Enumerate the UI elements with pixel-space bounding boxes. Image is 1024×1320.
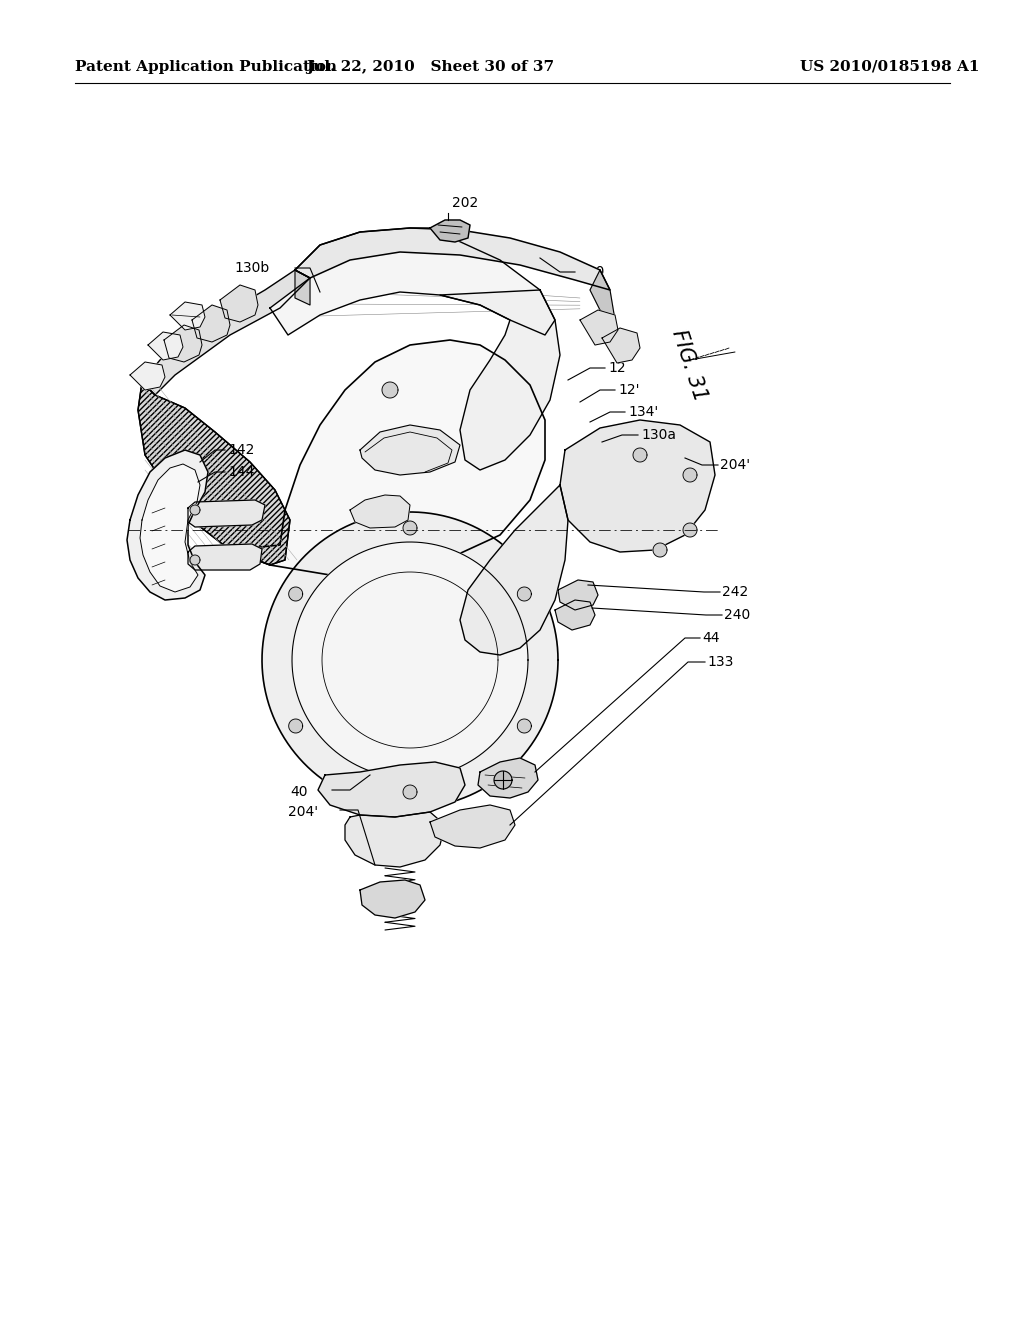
Polygon shape bbox=[494, 771, 512, 789]
Polygon shape bbox=[164, 325, 202, 362]
Polygon shape bbox=[653, 543, 667, 557]
Polygon shape bbox=[460, 484, 568, 655]
Text: 202: 202 bbox=[452, 195, 478, 210]
Polygon shape bbox=[142, 271, 310, 395]
Polygon shape bbox=[130, 362, 165, 389]
Text: 12': 12' bbox=[618, 383, 640, 397]
Polygon shape bbox=[517, 587, 531, 601]
Polygon shape bbox=[289, 587, 303, 601]
Text: 130b: 130b bbox=[234, 261, 270, 275]
Text: 240: 240 bbox=[724, 609, 751, 622]
Text: 40: 40 bbox=[291, 785, 308, 799]
Polygon shape bbox=[360, 425, 460, 475]
Polygon shape bbox=[517, 719, 531, 733]
Text: 204': 204' bbox=[288, 805, 318, 818]
Text: 204': 204' bbox=[720, 458, 751, 473]
Text: 133: 133 bbox=[707, 655, 733, 669]
Polygon shape bbox=[188, 544, 262, 570]
Polygon shape bbox=[292, 543, 528, 777]
Polygon shape bbox=[148, 333, 183, 360]
Polygon shape bbox=[138, 381, 290, 565]
Polygon shape bbox=[382, 381, 398, 399]
Text: 12: 12 bbox=[608, 360, 626, 375]
Text: 142: 142 bbox=[228, 444, 254, 457]
Polygon shape bbox=[193, 305, 230, 342]
Polygon shape bbox=[190, 554, 200, 565]
Polygon shape bbox=[580, 310, 618, 345]
Polygon shape bbox=[188, 500, 265, 527]
Text: FIG. 31: FIG. 31 bbox=[668, 327, 710, 404]
Polygon shape bbox=[633, 447, 647, 462]
Text: 130: 130 bbox=[578, 265, 604, 279]
Polygon shape bbox=[230, 341, 545, 576]
Text: US 2010/0185198 A1: US 2010/0185198 A1 bbox=[800, 59, 980, 74]
Text: Jul. 22, 2010   Sheet 30 of 37: Jul. 22, 2010 Sheet 30 of 37 bbox=[306, 59, 554, 74]
Polygon shape bbox=[289, 719, 303, 733]
Polygon shape bbox=[295, 228, 610, 290]
Polygon shape bbox=[430, 220, 470, 242]
Polygon shape bbox=[440, 290, 560, 470]
Polygon shape bbox=[560, 420, 715, 552]
Polygon shape bbox=[590, 271, 615, 319]
Text: 144: 144 bbox=[228, 465, 254, 479]
Text: Patent Application Publication: Patent Application Publication bbox=[75, 59, 337, 74]
Polygon shape bbox=[190, 506, 200, 515]
Polygon shape bbox=[403, 785, 417, 799]
Polygon shape bbox=[140, 465, 200, 591]
Polygon shape bbox=[683, 469, 697, 482]
Polygon shape bbox=[270, 228, 555, 335]
Polygon shape bbox=[345, 812, 445, 867]
Polygon shape bbox=[295, 271, 310, 305]
Polygon shape bbox=[318, 762, 465, 817]
Polygon shape bbox=[170, 302, 205, 330]
Text: 130a: 130a bbox=[641, 428, 676, 442]
Polygon shape bbox=[555, 601, 595, 630]
Polygon shape bbox=[262, 512, 558, 808]
Polygon shape bbox=[350, 495, 410, 528]
Polygon shape bbox=[602, 327, 640, 363]
Polygon shape bbox=[478, 758, 538, 799]
Polygon shape bbox=[403, 521, 417, 535]
Text: 242: 242 bbox=[722, 585, 749, 599]
Polygon shape bbox=[360, 880, 425, 917]
Polygon shape bbox=[683, 523, 697, 537]
Polygon shape bbox=[430, 805, 515, 847]
Polygon shape bbox=[558, 579, 598, 610]
Text: 44: 44 bbox=[702, 631, 720, 645]
Text: 134': 134' bbox=[628, 405, 658, 418]
Polygon shape bbox=[127, 450, 208, 601]
Polygon shape bbox=[220, 285, 258, 322]
